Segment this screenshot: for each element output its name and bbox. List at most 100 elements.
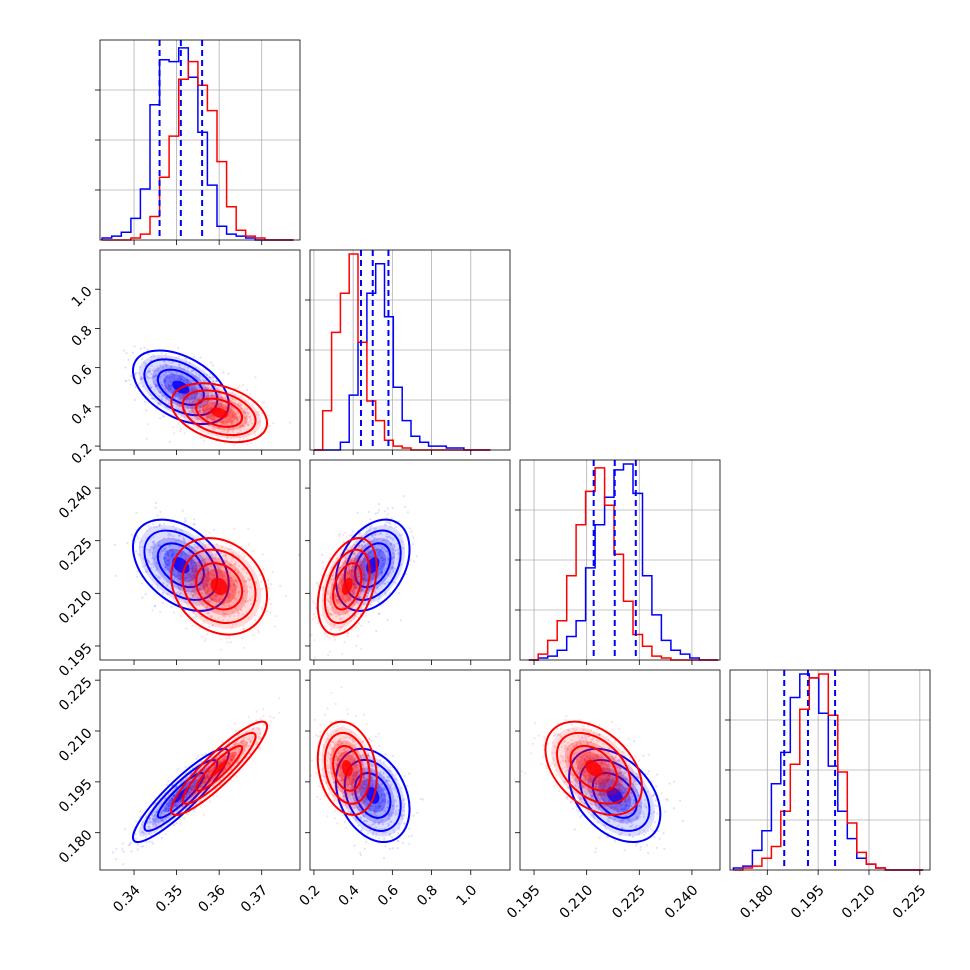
scatter-point bbox=[217, 405, 220, 408]
scatter-point bbox=[373, 527, 376, 530]
scatter-point bbox=[332, 578, 335, 582]
scatter-point bbox=[185, 398, 188, 401]
scatter-point bbox=[171, 372, 174, 375]
scatter-point bbox=[194, 398, 197, 401]
scatter-point bbox=[390, 573, 393, 576]
scatter-point bbox=[215, 433, 218, 437]
scatter-point bbox=[201, 557, 204, 560]
scatter-point bbox=[210, 391, 213, 394]
scatter-point bbox=[211, 427, 214, 430]
scatter-point bbox=[163, 415, 166, 418]
scatter-point bbox=[140, 823, 144, 826]
scatter-point bbox=[243, 416, 247, 420]
scatter-point bbox=[196, 535, 199, 539]
scatter-point bbox=[153, 557, 156, 560]
scatter-point bbox=[209, 577, 212, 580]
scatter-point bbox=[150, 386, 153, 389]
scatter-point bbox=[148, 819, 151, 822]
scatter-point bbox=[180, 378, 183, 381]
scatter-point bbox=[177, 575, 180, 578]
scatter-point bbox=[222, 422, 225, 425]
scatter-point bbox=[172, 524, 175, 528]
scatter-point bbox=[337, 590, 340, 593]
scatter-point bbox=[170, 797, 173, 800]
scatter-point bbox=[172, 568, 175, 571]
scatter-point bbox=[203, 769, 206, 772]
scatter-point bbox=[352, 576, 355, 579]
scatter-point bbox=[339, 628, 342, 631]
scatter-point bbox=[178, 535, 181, 538]
scatter-point bbox=[204, 752, 207, 755]
scatter-point bbox=[186, 580, 189, 584]
scatter-point bbox=[227, 419, 230, 422]
scatter-point bbox=[340, 580, 343, 583]
scatter-point bbox=[177, 422, 180, 425]
scatter-point bbox=[179, 800, 182, 803]
scatter-point bbox=[391, 506, 394, 509]
scatter-point bbox=[347, 555, 350, 558]
scatter-point bbox=[337, 568, 340, 572]
scatter-point bbox=[159, 577, 162, 580]
scatter-point bbox=[176, 585, 180, 588]
scatter-point bbox=[164, 379, 167, 382]
scatter-point bbox=[155, 810, 158, 814]
scatter-point bbox=[178, 574, 181, 577]
scatter-point bbox=[234, 752, 237, 755]
scatter-point bbox=[232, 583, 235, 586]
scatter-point bbox=[219, 600, 222, 603]
scatter-point bbox=[337, 595, 340, 598]
scatter-point bbox=[355, 581, 358, 584]
scatter-point bbox=[171, 537, 174, 540]
scatter-point bbox=[243, 427, 246, 430]
scatter-point bbox=[338, 587, 341, 590]
scatter-point bbox=[230, 576, 233, 580]
scatter-point bbox=[366, 553, 370, 556]
scatter-point bbox=[222, 599, 225, 602]
scatter-point bbox=[254, 618, 257, 622]
scatter-point bbox=[147, 525, 150, 528]
scatter-point bbox=[229, 544, 232, 548]
scatter-point bbox=[205, 607, 208, 610]
scatter-point bbox=[215, 603, 218, 606]
scatter-point bbox=[171, 553, 174, 556]
scatter-point bbox=[336, 594, 339, 598]
scatter-point bbox=[157, 402, 160, 405]
scatter-point bbox=[166, 563, 169, 566]
scatter-point bbox=[244, 419, 247, 422]
scatter-point bbox=[207, 612, 210, 615]
scatter-point bbox=[344, 555, 347, 559]
scatter-point bbox=[156, 385, 159, 388]
scatter-point bbox=[205, 556, 208, 559]
scatter-point bbox=[203, 587, 206, 591]
scatter-point bbox=[163, 557, 166, 561]
scatter-point bbox=[177, 355, 181, 358]
scatter-point bbox=[234, 580, 237, 583]
scatter-point bbox=[221, 594, 224, 597]
scatter-point bbox=[203, 410, 206, 413]
scatter-point bbox=[147, 826, 150, 829]
scatter-point bbox=[204, 534, 207, 538]
scatter-point bbox=[227, 429, 230, 432]
scatter-point bbox=[171, 548, 174, 552]
scatter-point bbox=[178, 597, 181, 601]
scatter-point bbox=[164, 388, 167, 391]
scatter-point bbox=[208, 593, 211, 596]
scatter-point bbox=[175, 810, 179, 813]
scatter-point bbox=[169, 385, 172, 388]
scatter-point bbox=[326, 606, 329, 609]
scatter-point bbox=[141, 385, 144, 388]
scatter-point bbox=[392, 565, 395, 568]
scatter-point bbox=[187, 573, 190, 576]
scatter-point bbox=[361, 561, 364, 564]
scatter-point bbox=[258, 411, 261, 414]
scatter-point bbox=[174, 387, 177, 391]
scatter-point bbox=[174, 549, 178, 552]
scatter-point bbox=[208, 424, 211, 427]
scatter-point bbox=[386, 573, 389, 576]
scatter-point bbox=[386, 539, 389, 542]
scatter-point bbox=[352, 588, 355, 591]
scatter-point bbox=[172, 553, 175, 556]
scatter-point bbox=[147, 423, 150, 426]
scatter-point bbox=[182, 395, 185, 399]
scatter-point bbox=[161, 591, 164, 594]
